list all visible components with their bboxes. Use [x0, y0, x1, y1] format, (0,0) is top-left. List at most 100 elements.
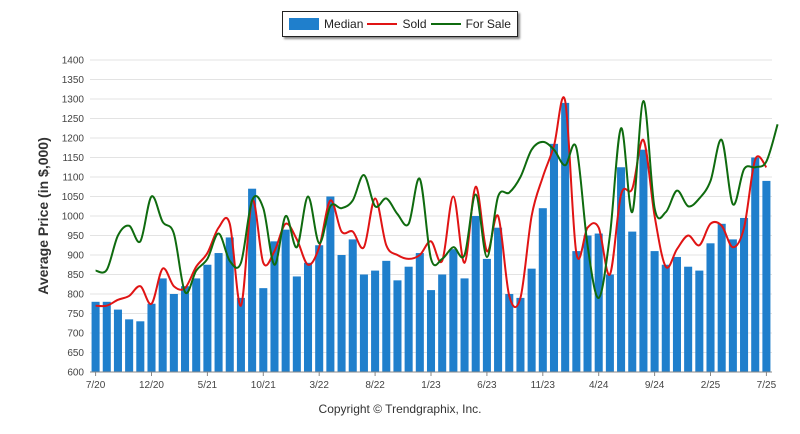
median-bar: [471, 216, 480, 372]
median-bar: [482, 258, 491, 372]
y-tick-label: 700: [67, 329, 84, 340]
median-bar: [225, 237, 234, 372]
median-bar: [337, 255, 346, 372]
median-bar: [672, 256, 681, 372]
y-tick-label: 1050: [62, 192, 85, 203]
median-bar: [695, 270, 704, 372]
chart-legend: Median Sold For Sale: [282, 11, 518, 37]
median-bar: [371, 270, 380, 372]
median-bar: [113, 309, 122, 372]
median-bar: [303, 262, 313, 372]
median-bar: [527, 268, 536, 372]
median-bar: [102, 301, 111, 372]
for-sale-swatch: [430, 23, 461, 25]
median-bar: [639, 149, 648, 372]
y-tick-label: 850: [67, 270, 84, 281]
y-axis-label: Average Price (in $,000): [35, 137, 51, 295]
y-tick-label: 650: [67, 348, 84, 359]
median-bar: [169, 294, 178, 372]
y-tick-label: 1300: [62, 95, 85, 106]
median-bar: [158, 278, 167, 372]
median-bar: [538, 208, 547, 372]
median-bar: [449, 249, 458, 372]
y-tick-label: 900: [67, 251, 84, 262]
median-bar: [192, 278, 201, 372]
y-tick-labels: 600 650 700 750 800 850 900 950 1000 1050 1100 1150…: [62, 56, 85, 379]
median-bar: [706, 243, 715, 372]
copyright-text: Copyright © Trendgraphix, Inc.: [318, 402, 482, 416]
median-bar: [460, 278, 469, 372]
median-bar: [740, 217, 749, 372]
median-bar: [717, 223, 726, 372]
x-tick-label: 7/20: [86, 380, 106, 391]
y-tick-label: 1350: [62, 75, 85, 86]
x-tick-labels: 7/20 12/20 5/21 10/21 3/22 8/22 1/23 6/23 11/23 4…: [86, 380, 777, 391]
y-tick-label: 1200: [62, 134, 85, 145]
sold-swatch: [367, 23, 398, 25]
median-bar: [147, 303, 156, 372]
median-bar: [348, 239, 357, 372]
median-bar: [605, 274, 614, 372]
median-bar: [594, 233, 603, 372]
median-bar: [393, 280, 402, 372]
median-bar: [438, 274, 447, 372]
x-tick-label: 10/21: [251, 380, 276, 391]
median-bar: [236, 297, 245, 372]
median-bar: [415, 253, 424, 372]
legend-label-sold: Sold: [402, 17, 427, 31]
median-bar: [270, 241, 279, 372]
median-bar: [583, 235, 592, 372]
median-bar: [561, 102, 570, 373]
y-tick-label: 1100: [62, 173, 84, 184]
median-bar: [751, 157, 760, 372]
y-tick-label: 1400: [62, 56, 85, 67]
legend-label-median: Median: [324, 17, 364, 31]
median-bar: [359, 274, 368, 372]
median-bar: [762, 180, 771, 372]
x-tick-label: 6/23: [477, 380, 497, 391]
median-bar: [315, 245, 324, 372]
y-tick-label: 1150: [62, 153, 84, 164]
legend-item-sold: Sold: [367, 17, 427, 31]
legend-item-median: Median: [289, 17, 363, 31]
median-bar: [259, 288, 268, 372]
median-bars: [91, 102, 771, 373]
x-tick-label: 12/20: [139, 380, 164, 391]
median-bar: [572, 251, 581, 372]
median-bar: [125, 319, 134, 372]
axes: [90, 371, 772, 376]
x-tick-label: 7/25: [757, 380, 777, 391]
median-swatch: [289, 18, 320, 30]
y-tick-label: 750: [67, 309, 84, 320]
legend-item-for-sale: For Sale: [430, 17, 511, 31]
y-tick-label: 600: [67, 368, 84, 379]
median-bar: [281, 229, 290, 372]
median-bar: [248, 188, 257, 372]
x-tick-label: 4/24: [589, 380, 609, 391]
y-tick-label: 950: [67, 231, 84, 242]
median-bar: [494, 227, 503, 372]
x-tick-label: 2/25: [701, 380, 721, 391]
median-bar: [516, 297, 525, 372]
median-bar: [617, 167, 626, 372]
x-tick-label: 1/23: [421, 380, 441, 391]
median-bar: [382, 260, 391, 372]
x-tick-label: 3/22: [309, 380, 329, 391]
legend-label-for-sale: For Sale: [465, 17, 511, 31]
median-bar: [214, 253, 223, 372]
median-bar: [549, 143, 559, 372]
x-tick-label: 9/24: [645, 380, 665, 391]
median-bar: [728, 239, 737, 372]
median-bar: [404, 266, 413, 372]
for-sale-line: [95, 99, 779, 299]
median-bar: [136, 321, 145, 372]
trend-lines: [95, 96, 779, 309]
y-tick-label: 1250: [62, 114, 85, 125]
x-tick-label: 5/21: [198, 380, 218, 391]
median-bar: [203, 264, 212, 372]
y-tick-label: 800: [67, 290, 84, 301]
median-bar: [661, 264, 670, 372]
x-tick-label: 11/23: [531, 380, 556, 391]
median-bar: [505, 294, 514, 372]
